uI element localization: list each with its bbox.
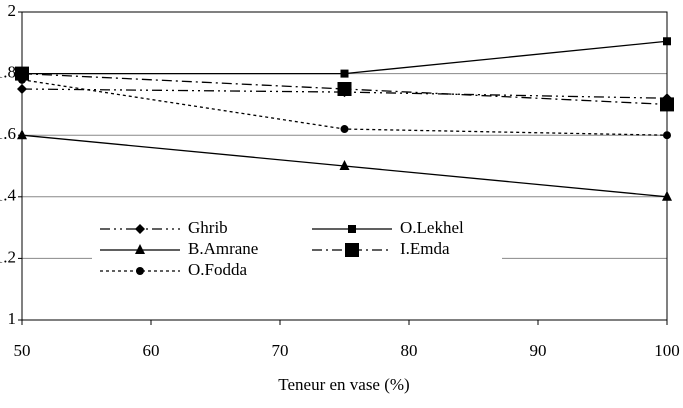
y-tick-label: 1: [8, 309, 17, 328]
marker: [15, 66, 29, 81]
legend-label: O.Fodda: [188, 260, 247, 279]
marker: [340, 125, 349, 134]
marker: [136, 267, 144, 275]
x-tick-label: 70: [272, 341, 289, 360]
x-tick-label: 90: [530, 341, 547, 360]
marker: [662, 190, 672, 201]
marker: [135, 224, 145, 234]
series-line: [22, 40, 668, 75]
marker: [17, 129, 27, 140]
marker: [17, 84, 27, 94]
x-tick-label: 80: [401, 341, 418, 360]
marker: [663, 131, 671, 140]
y-tick-label: 2: [8, 1, 17, 20]
marker: [348, 225, 356, 233]
y-tick-label: 1.8: [0, 63, 16, 82]
legend-label: I.Emda: [400, 239, 450, 258]
legend-label: O.Lekhel: [400, 218, 464, 237]
series-line: [21, 88, 668, 99]
marker: [345, 243, 359, 257]
x-tick-label: 100: [654, 341, 680, 360]
legend-label: Ghrib: [188, 218, 228, 237]
legend-label: B.Amrane: [188, 239, 258, 258]
legend-box: [92, 216, 502, 288]
marker: [339, 160, 350, 170]
x-axis-label: Teneur en vase (%): [278, 375, 409, 394]
marker: [340, 69, 349, 78]
marker: [337, 82, 352, 96]
y-tick-label: 1.2: [0, 247, 16, 266]
x-tick-label: 50: [14, 341, 31, 360]
plot-frame: [21, 11, 668, 321]
marker: [663, 37, 671, 46]
y-tick-label: 1.6: [0, 124, 16, 143]
marker: [660, 97, 674, 112]
marker: [18, 75, 26, 84]
x-tick-label: 60: [143, 341, 160, 360]
marker: [135, 244, 145, 254]
y-tick-label: 1.4: [0, 186, 17, 205]
